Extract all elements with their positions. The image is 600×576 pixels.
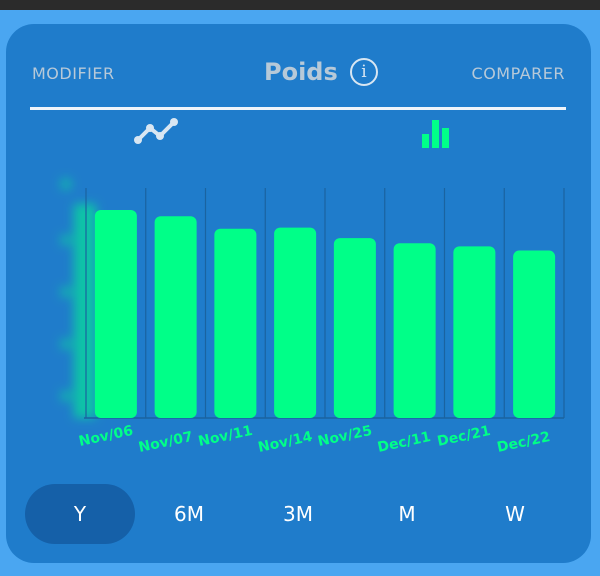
bar-Nov/14[interactable]	[274, 227, 317, 418]
range-button-6m[interactable]: 6M	[174, 502, 204, 526]
bar-chart: Nov/06 Nov/07 Nov/11 Nov/14 Nov/25 Dec/11 Dec/…	[60, 178, 565, 456]
bar-Nov/06[interactable]	[94, 210, 137, 418]
range-selector: Y 6M 3M M W	[6, 484, 591, 544]
bar-Nov/11[interactable]	[214, 228, 257, 418]
x-tick-label: Nov/14	[257, 429, 314, 456]
x-tick-label: Nov/07	[137, 429, 194, 456]
weight-card: MODIFIER Poids i COMPARER Nov/06 Nov/07 No…	[6, 24, 591, 563]
bar-Nov/25[interactable]	[333, 238, 376, 418]
chart-area: Nov/06 Nov/07 Nov/11 Nov/14 Nov/25 Dec/11 Dec/…	[6, 164, 591, 484]
range-button-w[interactable]: W	[505, 502, 525, 526]
x-tick-label: Nov/06	[77, 423, 134, 450]
modify-button[interactable]: MODIFIER	[32, 64, 115, 83]
range-button-y[interactable]: Y	[25, 484, 135, 544]
y-axis-blurred	[60, 178, 96, 418]
compare-button[interactable]: COMPARER	[471, 64, 565, 83]
range-button-3m[interactable]: 3M	[283, 502, 313, 526]
x-tick-label: Dec/22	[496, 429, 552, 456]
x-tick-label: Nov/25	[316, 423, 373, 450]
line-chart-icon	[134, 118, 178, 144]
line-chart-toggle[interactable]	[132, 116, 182, 148]
x-tick-label: Dec/21	[436, 423, 492, 450]
bar-chart-icon	[422, 120, 449, 148]
range-button-m[interactable]: M	[398, 502, 416, 526]
status-bar	[0, 0, 600, 10]
x-tick-label: Nov/11	[197, 423, 254, 450]
bar-Nov/07[interactable]	[154, 216, 197, 418]
card-title: Poids	[264, 58, 338, 86]
x-tick-label: Dec/11	[376, 429, 432, 456]
bar-Dec/22[interactable]	[513, 250, 556, 418]
bar-chart-toggle[interactable]	[418, 116, 458, 150]
header-divider	[30, 107, 566, 110]
info-icon[interactable]: i	[350, 58, 378, 86]
bar-Dec/11[interactable]	[393, 243, 436, 418]
bar-Dec/21[interactable]	[453, 246, 496, 418]
